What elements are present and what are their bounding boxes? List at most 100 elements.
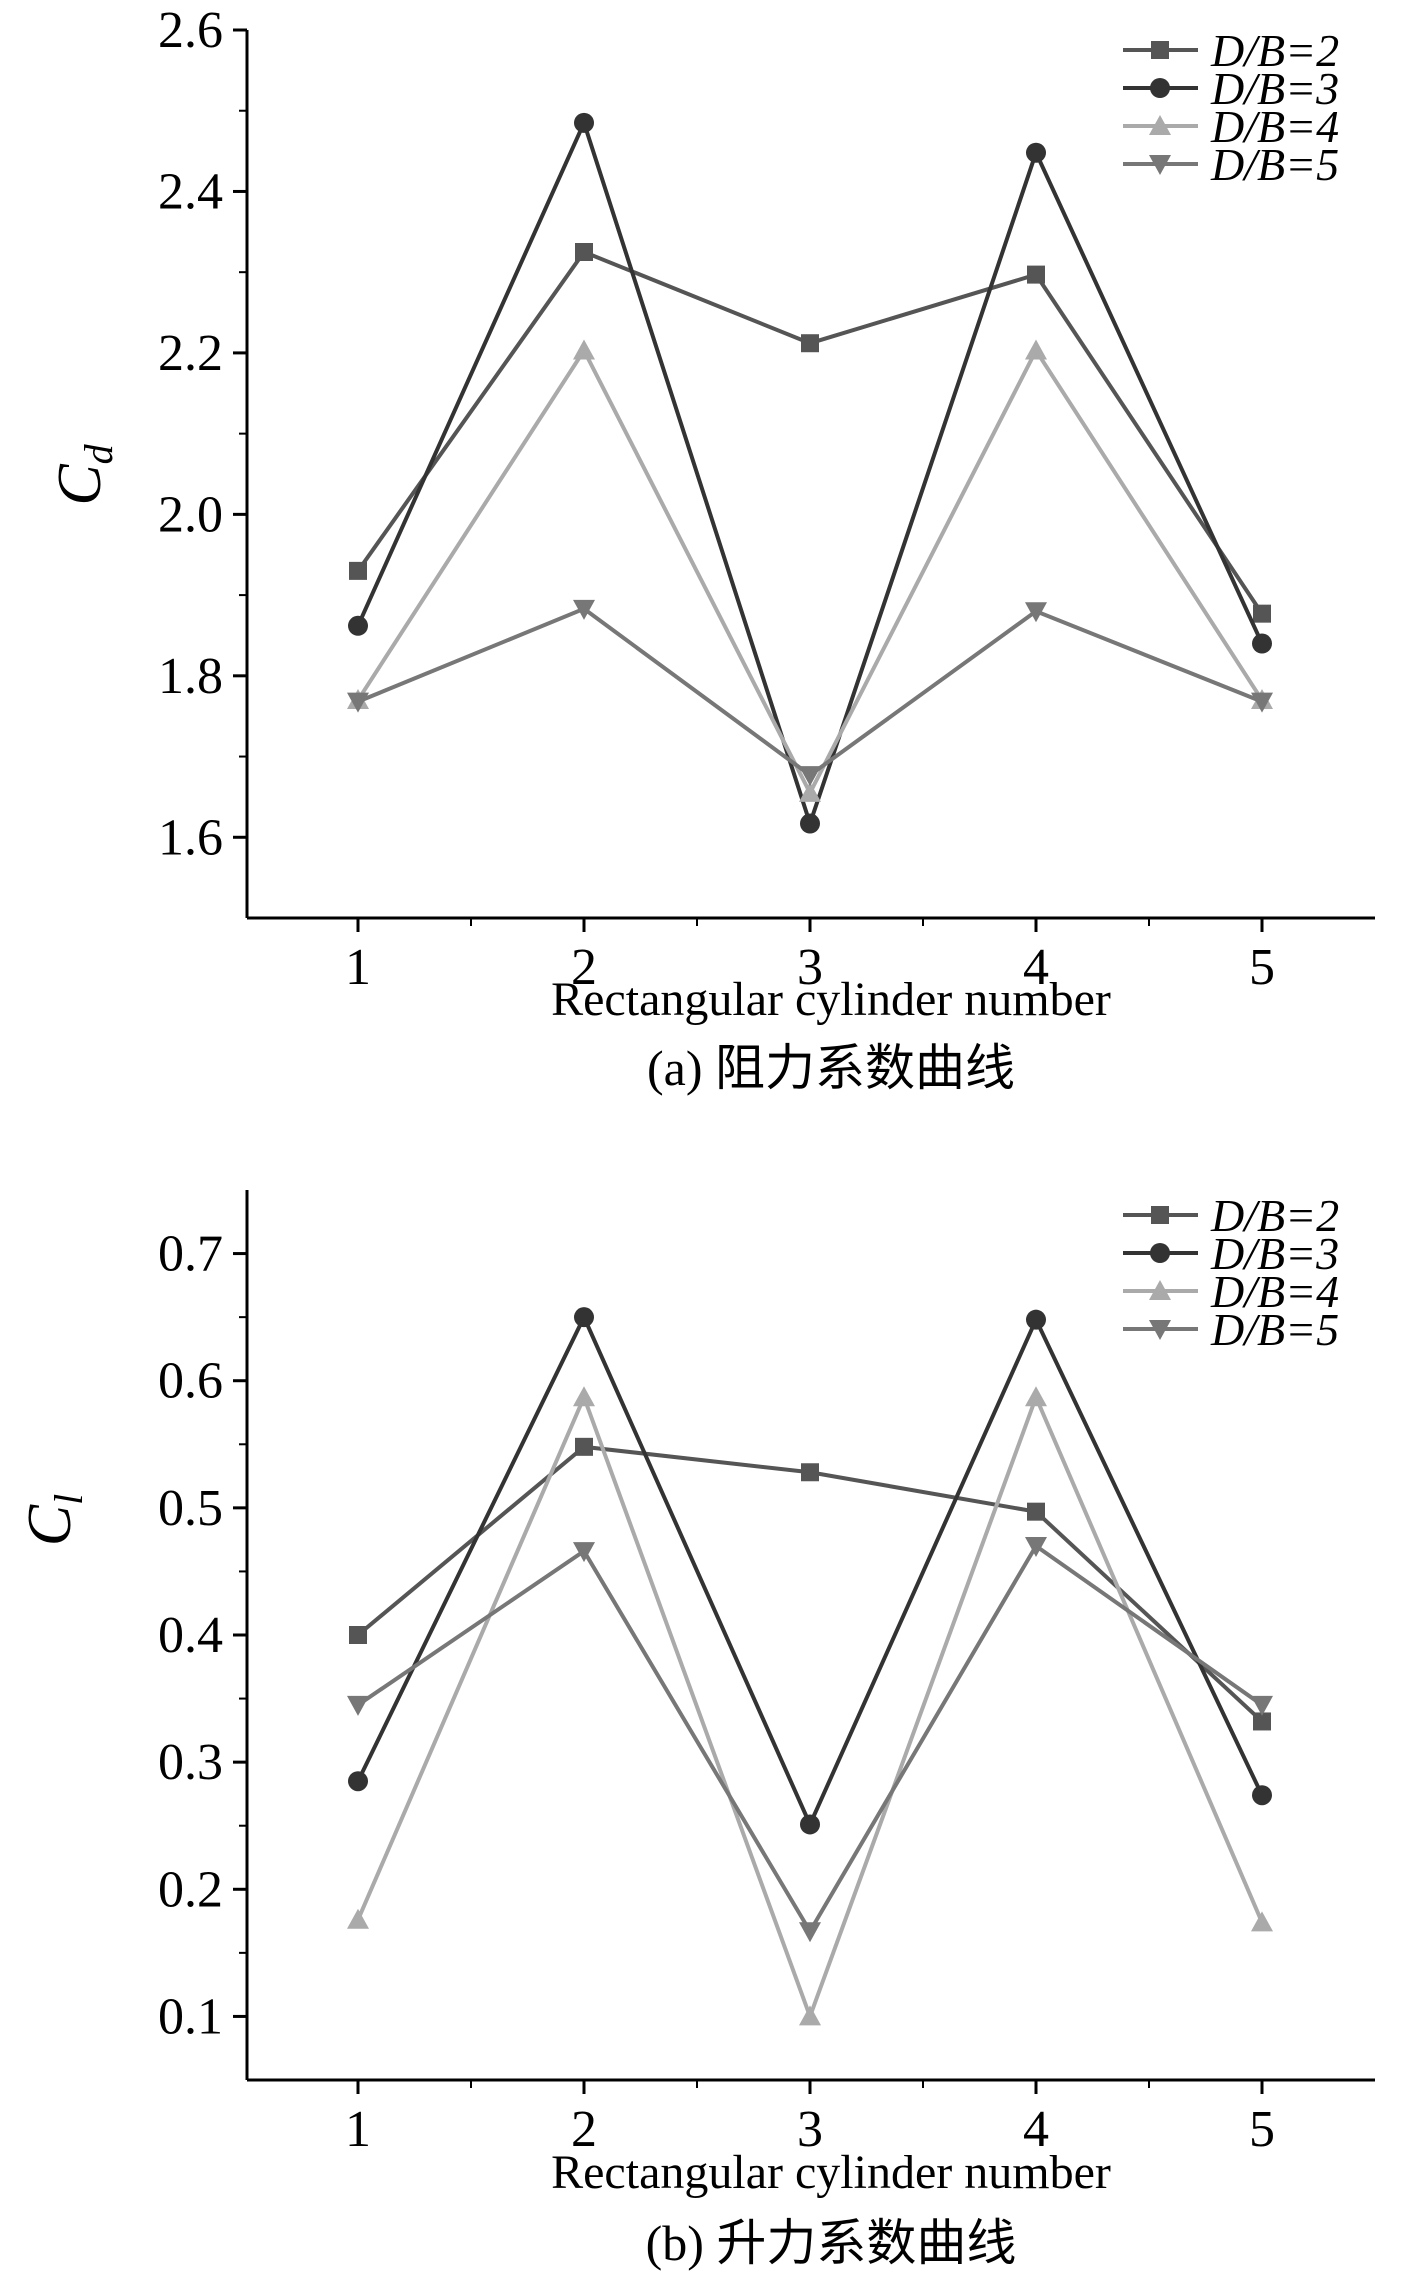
series-d-b-2: [349, 1437, 1271, 1731]
series-d-b-3: [348, 112, 1272, 834]
legend-item: D/B=2: [1123, 1190, 1339, 1241]
legend-label: D/B=5: [1210, 1304, 1339, 1355]
data-point: [1252, 633, 1272, 654]
x-tick-label: 2: [571, 939, 597, 996]
chart-caption: (a) 阻力系数曲线: [647, 1040, 1015, 1096]
x-tick-label: 2: [571, 2101, 597, 2158]
legend-marker: [1151, 1206, 1169, 1224]
legend-item: D/B=5: [1123, 139, 1339, 190]
data-point: [1027, 1502, 1045, 1521]
data-point: [801, 1463, 819, 1482]
data-point: [575, 1437, 593, 1456]
data-point: [800, 1814, 820, 1835]
data-point: [1025, 602, 1047, 623]
series-line: [356, 249, 1264, 615]
data-point: [574, 112, 594, 133]
x-tick-label: 1: [345, 939, 371, 996]
y-tick-label: 2.2: [158, 325, 223, 382]
legend-marker: [1151, 41, 1169, 59]
x-axis-label: Rectangular cylinder number: [551, 973, 1111, 1026]
legend-item: D/B=3: [1123, 63, 1339, 114]
data-point: [573, 339, 595, 360]
legend-label: D/B=4: [1210, 101, 1339, 152]
series-d-b-2: [349, 243, 1271, 623]
legend-marker: [1150, 1243, 1170, 1263]
data-point: [573, 1386, 595, 1407]
y-tick-label: 0.3: [158, 1734, 223, 1791]
data-point: [1253, 1712, 1271, 1731]
x-tick-label: 1: [345, 2101, 371, 2158]
series-d-b-4: [347, 1386, 1273, 2026]
data-point: [347, 1695, 369, 1716]
legend-item: D/B=5: [1123, 1304, 1339, 1355]
chart-caption: (b) 升力系数曲线: [646, 2215, 1017, 2271]
y-tick-label: 0.5: [158, 1480, 223, 1537]
data-point: [1251, 692, 1273, 713]
data-point: [801, 334, 819, 353]
series-d-b-5: [347, 1537, 1273, 1943]
x-tick-label: 3: [797, 939, 823, 996]
data-point: [1252, 1785, 1272, 1806]
data-point: [1253, 604, 1271, 623]
data-point: [1026, 1309, 1046, 1330]
legend-marker: [1150, 78, 1170, 98]
data-point: [799, 2005, 821, 2026]
data-point: [348, 1771, 368, 1792]
data-point: [575, 243, 593, 261]
series-line: [356, 346, 1264, 798]
series-line: [356, 1312, 1264, 1830]
x-tick-label: 5: [1249, 2101, 1275, 2158]
data-point: [573, 599, 595, 620]
y-axis-label: Cd: [46, 443, 121, 505]
legend-item: D/B=4: [1123, 101, 1339, 152]
legend-label: D/B=3: [1210, 63, 1339, 114]
y-tick-label: 2.0: [158, 486, 223, 543]
legend-label: D/B=2: [1210, 25, 1339, 76]
legend-label: D/B=3: [1210, 1228, 1339, 1279]
series-line: [356, 1444, 1264, 1723]
data-point: [1251, 1911, 1273, 1932]
data-point: [1025, 1537, 1047, 1557]
legend-item: D/B=3: [1123, 1228, 1339, 1279]
x-tick-label: 4: [1023, 939, 1049, 996]
y-tick-label: 1.6: [158, 809, 223, 866]
y-axis-label: Cl: [16, 1494, 91, 1546]
y-tick-label: 0.2: [158, 1861, 223, 1918]
series-line: [357, 606, 1263, 778]
y-tick-label: 0.7: [158, 1226, 223, 1283]
x-tick-label: 4: [1023, 2101, 1049, 2158]
data-point: [574, 1307, 594, 1328]
y-tick-label: 0.4: [158, 1607, 223, 1664]
data-point: [349, 1626, 367, 1644]
x-axis-label: Rectangular cylinder number: [551, 2146, 1111, 2199]
series-d-b-3: [348, 1307, 1272, 1835]
y-tick-label: 1.8: [158, 648, 223, 705]
legend-marker: [1149, 155, 1171, 175]
y-tick-label: 2.4: [158, 163, 223, 220]
data-point: [347, 1908, 369, 1929]
data-point: [1027, 265, 1045, 284]
data-point: [347, 692, 369, 713]
series-d-b-5: [347, 599, 1273, 787]
data-point: [349, 561, 367, 580]
x-tick-label: 5: [1249, 939, 1275, 996]
data-point: [800, 813, 820, 834]
y-tick-label: 2.6: [158, 2, 223, 59]
legend-label: D/B=5: [1210, 139, 1339, 190]
data-point: [1025, 1386, 1047, 1407]
data-point: [348, 615, 368, 636]
legend-item: D/B=2: [1123, 25, 1339, 76]
y-tick-label: 0.6: [158, 1353, 223, 1410]
x-tick-label: 3: [797, 2101, 823, 2158]
data-point: [1025, 339, 1047, 360]
series-d-b-4: [347, 339, 1273, 802]
legend: D/B=2D/B=3D/B=4D/B=5: [1123, 1190, 1339, 1355]
data-point: [573, 1542, 595, 1563]
drag-coefficient-chart: 1.6 1.8 2.0 2.2 2.4 2.6 1 2 3 4 5 Rectangular cylin…: [46, 2, 1375, 1096]
legend-label: D/B=4: [1210, 1266, 1339, 1317]
legend: D/B=2D/B=3D/B=4D/B=5: [1123, 25, 1339, 190]
data-point: [799, 1922, 821, 1943]
y-tick-label: 0.1: [158, 1988, 223, 2045]
data-point: [799, 766, 821, 787]
